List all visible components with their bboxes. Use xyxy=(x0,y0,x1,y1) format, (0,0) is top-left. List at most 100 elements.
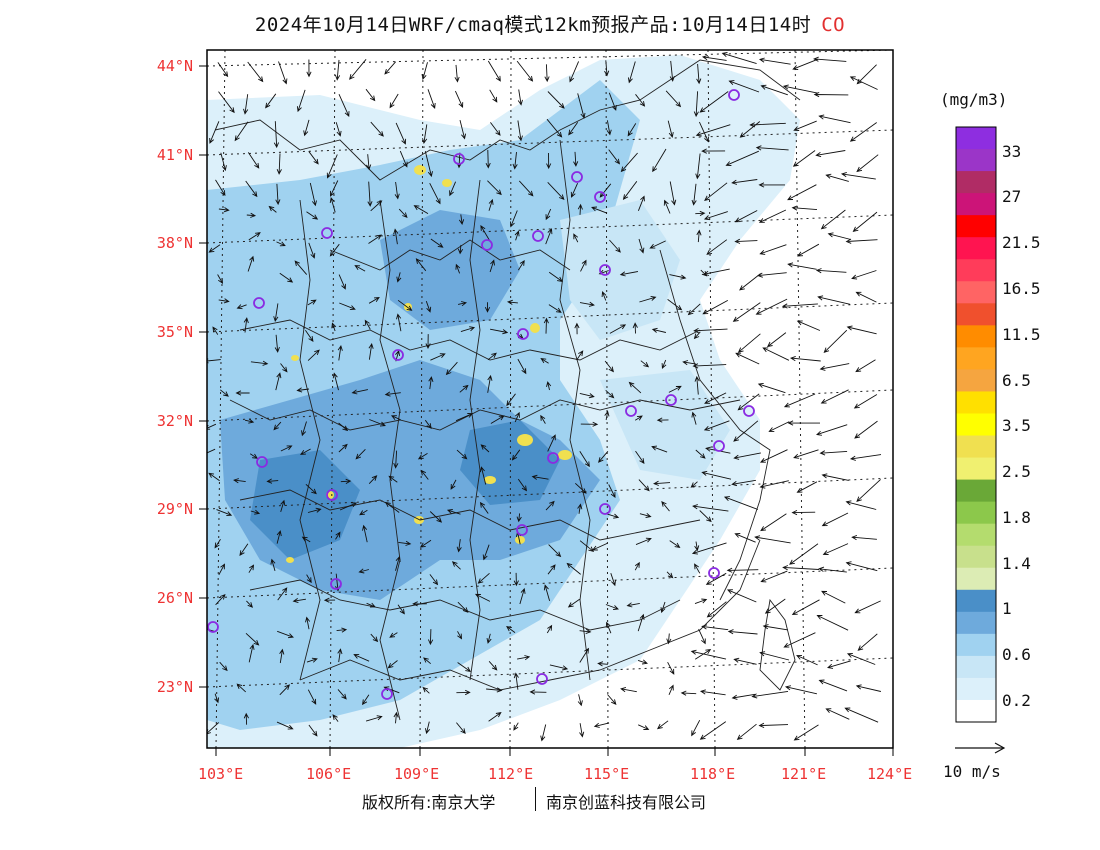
wind-arrow xyxy=(580,259,587,272)
wind-arrow xyxy=(691,542,727,555)
wind-arrow xyxy=(511,449,521,461)
wind-arrow xyxy=(667,120,674,139)
wind-arrow xyxy=(668,385,682,393)
wind-arrow xyxy=(529,689,547,695)
wind-arrow xyxy=(766,332,787,348)
wind-arrow xyxy=(236,683,247,693)
wind-arrow xyxy=(694,598,708,605)
wind-arrow xyxy=(349,59,367,80)
wind-arrow xyxy=(637,195,645,211)
colorbar-label: 1 xyxy=(1002,599,1012,618)
wind-arrow xyxy=(388,475,398,483)
pollutant-label: CO xyxy=(821,14,846,36)
station-marker xyxy=(256,456,268,468)
wind-arrow xyxy=(687,303,701,316)
lon-label: 121°E xyxy=(781,765,827,783)
station-marker xyxy=(743,405,755,417)
wind-arrow xyxy=(855,291,877,303)
lon-label: 106°E xyxy=(306,765,352,783)
wind-arrow xyxy=(220,152,227,172)
wind-arrow xyxy=(856,479,881,503)
wind-arrow xyxy=(243,712,249,725)
wind-arrow xyxy=(695,124,731,137)
wind-arrow xyxy=(268,205,277,213)
wind-arrow xyxy=(635,94,646,107)
colorbar-label: 0.2 xyxy=(1002,691,1031,710)
wind-arrow xyxy=(366,602,376,608)
wind-arrow xyxy=(457,601,469,613)
wind-arrow xyxy=(305,616,311,630)
wind-arrow xyxy=(703,268,730,276)
wind-arrow xyxy=(840,171,876,180)
wind-arrow xyxy=(620,686,637,693)
wind-arrow xyxy=(531,474,549,480)
wind-arrow xyxy=(599,183,612,198)
wind-arrow xyxy=(698,121,709,143)
graticule xyxy=(206,49,894,749)
wind-arrow xyxy=(758,722,789,729)
axis-ticks xyxy=(199,65,894,756)
wind-arrow xyxy=(734,533,756,543)
colorbar-swatch xyxy=(956,479,996,503)
wind-arrow xyxy=(292,598,306,604)
wind-arrow xyxy=(846,325,877,335)
wind-arrow xyxy=(384,61,397,75)
wind-arrow xyxy=(307,299,317,306)
wind-arrow xyxy=(273,421,282,431)
wind-arrow xyxy=(849,76,878,90)
wind-arrow xyxy=(757,272,787,278)
wind-arrow xyxy=(638,238,645,254)
reference-vector-arrow xyxy=(955,742,1006,754)
wind-arrow xyxy=(751,690,789,699)
wind-arrow xyxy=(734,210,758,223)
wind-arrow xyxy=(690,481,698,488)
wind-arrow xyxy=(335,531,341,540)
wind-arrow xyxy=(791,509,816,516)
wind-arrow xyxy=(608,92,617,111)
colorbar-swatch xyxy=(956,259,996,282)
wind-arrow xyxy=(667,299,683,311)
station-marker xyxy=(330,578,342,590)
wind-arrow xyxy=(783,632,816,648)
wind-arrow xyxy=(514,230,520,241)
wind-arrow xyxy=(721,52,757,65)
wind-arrow xyxy=(336,627,348,633)
wind-arrow xyxy=(783,393,816,408)
wind-arrow xyxy=(605,513,620,519)
wind-arrow xyxy=(306,574,312,584)
wind-arrow xyxy=(818,566,847,573)
wind-arrow xyxy=(334,59,341,81)
wind-arrow xyxy=(454,64,460,83)
wind-arrow xyxy=(760,84,788,96)
wind-arrow xyxy=(275,183,281,206)
wind-arrow xyxy=(793,120,817,131)
wind-arrow xyxy=(419,539,432,548)
wind-arrow xyxy=(609,239,621,253)
wind-arrow xyxy=(457,631,463,640)
wind-arrow xyxy=(576,350,584,361)
wind-arrow xyxy=(399,150,408,168)
wind-arrow xyxy=(701,54,727,61)
wind-arrow xyxy=(484,302,491,313)
wind-arrow xyxy=(248,643,255,663)
wind-arrow xyxy=(308,151,319,165)
wind-arrow xyxy=(758,209,787,223)
colorbar-label: 21.5 xyxy=(1002,233,1041,252)
wind-arrow xyxy=(273,303,279,323)
wind-arrow xyxy=(390,415,401,421)
wind-arrow xyxy=(305,330,314,342)
lon-label: 112°E xyxy=(488,765,534,783)
wind-arrow xyxy=(853,394,878,409)
wind-arrow xyxy=(517,655,531,661)
wind-arrow xyxy=(691,411,697,425)
wind-arrow xyxy=(818,679,848,692)
wind-arrow xyxy=(389,632,398,638)
wind-arrow xyxy=(577,93,586,119)
colorbar-swatch xyxy=(956,391,996,414)
wind-arrow xyxy=(818,114,851,124)
wind-arrow xyxy=(307,507,322,513)
station-marker xyxy=(599,503,611,515)
wind-arrow xyxy=(397,299,413,311)
wind-arrow xyxy=(579,450,590,468)
wind-arrow xyxy=(579,540,595,552)
